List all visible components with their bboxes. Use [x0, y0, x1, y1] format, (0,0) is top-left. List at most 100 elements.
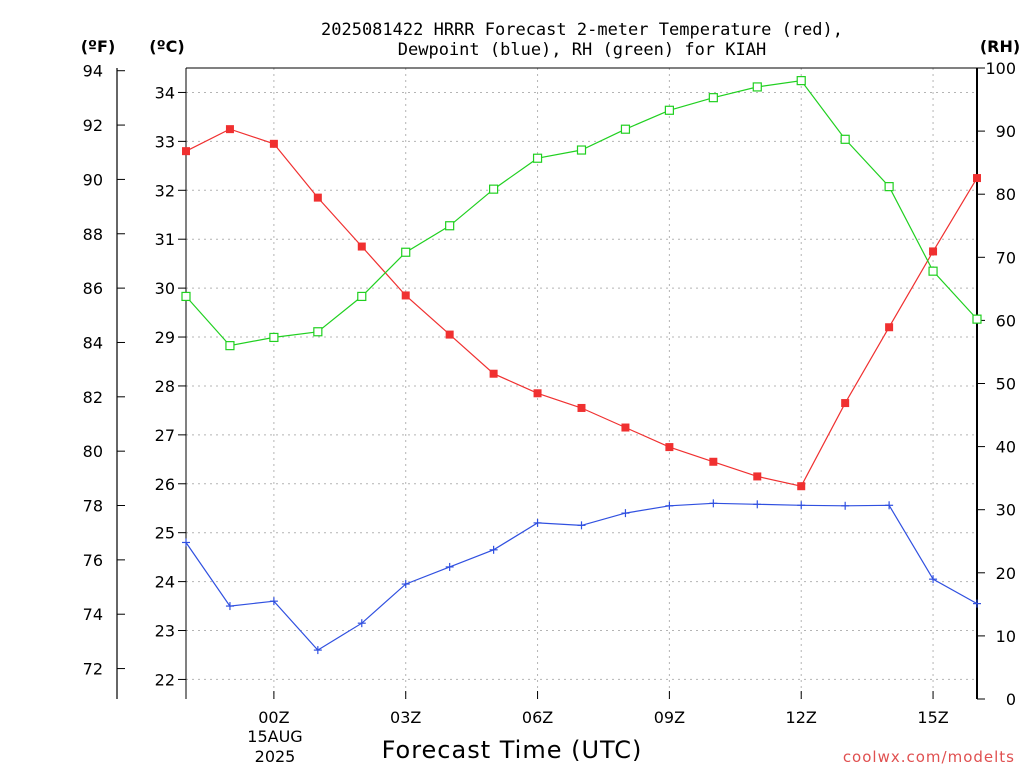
data-point-rh — [796, 76, 806, 86]
tick-label-rh: 70 — [996, 248, 1016, 267]
data-point-rh — [532, 153, 543, 163]
tick-label-celsius: 31 — [155, 230, 175, 249]
tick-label-fahrenheit: 88 — [83, 225, 103, 244]
chart-title-line2: Dewpoint (blue), RH (green) for KIAH — [398, 40, 766, 60]
date-label-day: 15AUG — [247, 727, 302, 746]
data-point-temperature — [885, 323, 894, 332]
data-point-rh — [489, 184, 499, 194]
tick-label-x: 06Z — [522, 708, 553, 727]
data-point-temperature — [313, 193, 322, 202]
data-point-dewpoint — [357, 619, 366, 628]
tick-label-rh: 60 — [996, 311, 1016, 330]
series-line-temperature — [185, 128, 978, 487]
data-point-rh — [972, 314, 982, 324]
tick-label-fahrenheit: 86 — [83, 279, 103, 298]
tick-label-celsius: 26 — [155, 475, 175, 494]
tick-label-fahrenheit: 78 — [83, 497, 103, 516]
data-point-rh — [269, 332, 279, 343]
data-point-dewpoint — [225, 602, 234, 611]
tick-label-rh: 50 — [996, 375, 1016, 394]
data-point-rh — [840, 134, 850, 144]
data-point-rh — [357, 291, 367, 302]
data-point-dewpoint — [621, 509, 630, 518]
data-point-rh — [313, 327, 323, 337]
data-point-dewpoint — [753, 500, 762, 509]
data-point-temperature — [445, 330, 454, 339]
data-point-dewpoint — [401, 580, 410, 589]
data-point-temperature — [269, 139, 278, 148]
data-point-rh — [884, 182, 894, 192]
data-point-rh — [576, 145, 587, 155]
date-label-year: 2025 — [255, 747, 296, 766]
tick-label-rh: 40 — [996, 438, 1016, 457]
data-point-rh — [752, 82, 762, 92]
tick-label-celsius: 33 — [155, 132, 175, 151]
tick-label-rh: 80 — [996, 185, 1016, 204]
data-point-rh — [401, 247, 411, 257]
data-point-rh — [181, 291, 191, 302]
tick-label-fahrenheit: 92 — [83, 116, 103, 135]
series-line-rh — [185, 79, 978, 347]
data-point-temperature — [489, 369, 498, 378]
tick-label-celsius: 29 — [155, 328, 175, 347]
data-point-rh — [445, 221, 455, 231]
data-point-temperature — [182, 147, 190, 156]
data-point-temperature — [929, 247, 938, 256]
tick-label-celsius: 25 — [155, 524, 175, 543]
tick-label-x: 12Z — [786, 708, 817, 727]
data-point-dewpoint — [313, 646, 322, 655]
watermark: coolwx.com/modelts — [843, 748, 1015, 766]
data-point-dewpoint — [665, 501, 674, 510]
tick-label-rh: 0 — [1006, 690, 1016, 709]
tick-label-rh: 90 — [996, 122, 1016, 141]
data-point-temperature — [621, 423, 630, 432]
data-point-rh — [664, 105, 674, 115]
data-point-dewpoint — [489, 545, 498, 554]
data-point-dewpoint — [577, 521, 586, 530]
data-point-rh — [620, 124, 631, 134]
tick-label-x: 03Z — [390, 708, 421, 727]
grid — [186, 68, 977, 699]
tick-label-fahrenheit: 72 — [83, 660, 103, 679]
x-axis-label: Forecast Time (UTC) — [382, 736, 643, 764]
data-point-dewpoint — [709, 499, 718, 508]
unit-label-celsius: (ºC) — [149, 37, 184, 56]
data-point-dewpoint — [973, 599, 981, 608]
data-point-dewpoint — [797, 501, 806, 510]
tick-label-rh: 20 — [996, 564, 1016, 583]
tick-label-celsius: 24 — [155, 573, 175, 592]
chart-title-line1: 2025081422 HRRR Forecast 2-meter Tempera… — [321, 20, 843, 40]
data-point-temperature — [401, 291, 410, 300]
data-point-temperature — [797, 482, 806, 491]
tick-label-fahrenheit: 76 — [83, 551, 103, 570]
data-point-temperature — [709, 457, 718, 466]
data-point-temperature — [577, 403, 586, 412]
data-point-dewpoint — [929, 575, 938, 584]
series-layer — [181, 76, 982, 655]
unit-label-rh: (RH) — [980, 37, 1020, 56]
tick-label-rh: 30 — [996, 501, 1016, 520]
tick-label-x: 09Z — [654, 708, 685, 727]
data-point-dewpoint — [885, 501, 894, 510]
data-point-temperature — [357, 242, 366, 251]
axes — [116, 67, 985, 700]
data-point-dewpoint — [533, 518, 542, 527]
tick-label-celsius: 23 — [155, 622, 175, 641]
data-point-temperature — [753, 472, 762, 481]
tick-labels: 72 74 76 78 80 82 84 86 88 90 92 94 22 23 24 25 26 27 28 29… — [83, 59, 1016, 727]
tick-label-celsius: 27 — [155, 426, 175, 445]
data-point-rh — [928, 266, 938, 276]
tick-label-fahrenheit: 94 — [83, 62, 103, 81]
data-point-temperature — [841, 399, 850, 408]
tick-label-fahrenheit: 90 — [83, 170, 103, 189]
tick-label-celsius: 22 — [155, 670, 175, 689]
tick-label-celsius: 30 — [155, 279, 175, 298]
tick-label-x: 15Z — [917, 708, 948, 727]
tick-label-rh: 100 — [985, 59, 1016, 78]
tick-label-rh: 10 — [996, 627, 1016, 646]
unit-label-fahrenheit: (ºF) — [81, 37, 116, 56]
tick-label-x: 00Z — [258, 708, 289, 727]
data-point-temperature — [973, 174, 981, 183]
data-point-temperature — [225, 125, 234, 134]
